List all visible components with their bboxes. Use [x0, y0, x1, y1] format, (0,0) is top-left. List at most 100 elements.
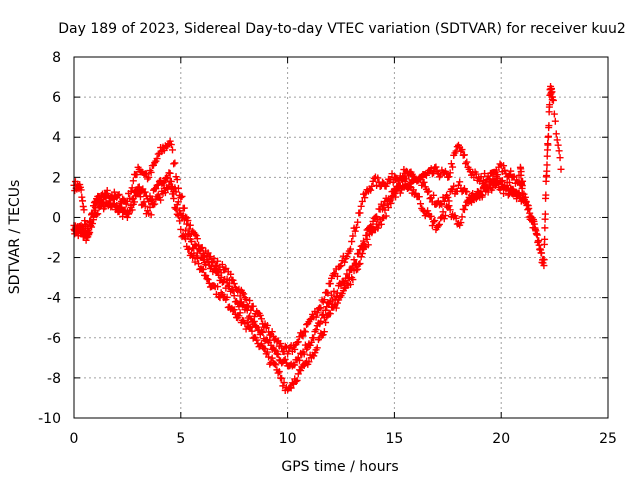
data-point: [444, 193, 452, 201]
data-point-interp: [333, 299, 341, 307]
data-point-interp: [94, 210, 102, 218]
data-point-interp: [546, 101, 554, 109]
data-point-interp: [460, 151, 468, 159]
data-point-interp: [141, 188, 149, 196]
y-tick-label: -6: [47, 331, 61, 347]
data-point-interp: [392, 193, 400, 201]
data-point-interp: [146, 203, 154, 211]
data-point-interp: [86, 229, 94, 237]
data-point-interp: [364, 241, 372, 249]
data-point-interp: [543, 167, 551, 175]
chart-title: Day 189 of 2023, Sidereal Day-to-day VTE…: [58, 21, 626, 37]
data-point-interp: [218, 261, 226, 269]
data-point-interp: [147, 211, 155, 219]
data-point-interp: [204, 249, 212, 257]
data-point-interp: [415, 193, 423, 201]
data-point-interp: [463, 188, 471, 196]
data-point-interp: [89, 202, 97, 210]
data-point-interp: [78, 193, 86, 201]
data-point-interp: [136, 193, 144, 201]
data-point-interp: [295, 356, 303, 364]
data-point: [230, 306, 238, 314]
x-tick-label: 15: [385, 431, 403, 447]
data-point-interp: [110, 188, 118, 196]
data-point-interp: [450, 182, 458, 190]
data-point-interp: [93, 211, 101, 219]
data-point-interp: [425, 187, 433, 195]
data-point-interp: [168, 146, 176, 154]
data-point-interp: [160, 178, 168, 186]
data-point: [497, 177, 505, 185]
data-point-interp: [268, 354, 276, 362]
data-point-interp: [229, 276, 237, 284]
data-point: [557, 165, 565, 173]
y-tick-label: 8: [52, 50, 61, 66]
data-point-interp: [402, 167, 410, 175]
data-point-interp: [504, 191, 512, 199]
data-point-interp: [477, 173, 485, 181]
data-point-interp: [239, 301, 247, 309]
data-point-interp: [131, 198, 139, 206]
data-point-interp: [457, 147, 465, 155]
data-point-interp: [310, 352, 318, 360]
data-point-interp: [462, 160, 470, 168]
data-point-interp: [120, 206, 128, 214]
data-point-interp: [312, 326, 320, 334]
data-point-interp: [452, 214, 460, 222]
data-point: [187, 238, 195, 246]
data-point-interp: [456, 178, 464, 186]
data-point-interp: [196, 247, 204, 255]
data-point-interp: [379, 178, 387, 186]
data-point-interp: [253, 336, 261, 344]
data-point-interp: [349, 232, 357, 240]
data-point-interp: [89, 220, 97, 228]
data-point-interp: [481, 170, 489, 178]
data-point-interp: [341, 258, 349, 266]
data-point-interp: [168, 190, 176, 198]
data-point-interp: [281, 355, 289, 363]
data-point-interp: [77, 186, 85, 194]
data-point-interp: [147, 168, 155, 176]
data-point-interp: [312, 313, 320, 321]
data-point-interp: [182, 235, 190, 243]
data-point-interp: [402, 175, 410, 183]
data-point-interp: [406, 183, 414, 191]
data-point-interp: [374, 224, 382, 232]
data-point-interp: [128, 184, 136, 192]
data-point-interp: [293, 339, 301, 347]
data-point-interp: [249, 302, 257, 310]
data-point-interp: [409, 186, 417, 194]
data-point-interp: [214, 283, 222, 291]
data-point-interp: [458, 213, 466, 221]
data-point-interp: [430, 218, 438, 226]
data-point-interp: [383, 180, 391, 188]
data-point-interp: [362, 231, 370, 239]
data-point-interp: [420, 178, 428, 186]
data-point-interp: [504, 172, 512, 180]
data-point-interp: [203, 275, 211, 283]
data-point-interp: [496, 160, 504, 168]
data-point-interp: [507, 167, 515, 175]
data-point-interp: [494, 171, 502, 179]
data-point-interp: [266, 336, 274, 344]
data-point-interp: [435, 220, 443, 228]
data-point-interp: [263, 321, 271, 329]
data-point-interp: [193, 255, 201, 263]
data-point-interp: [356, 260, 364, 268]
data-point-interp: [541, 210, 549, 218]
data-point: [252, 322, 260, 330]
data-point-interp: [140, 198, 148, 206]
data-point-interp: [488, 178, 496, 186]
data-point-interp: [274, 350, 282, 358]
data-point-interp: [170, 160, 178, 168]
data-point: [548, 93, 556, 101]
data-point-interp: [501, 166, 509, 174]
data-point-interp: [457, 219, 465, 227]
data-point-interp: [320, 328, 328, 336]
data-point-interp: [360, 237, 368, 245]
y-tick-label: 6: [52, 90, 61, 106]
data-point-interp: [498, 177, 506, 185]
y-axis-label: SDTVAR / TECUs: [7, 180, 23, 295]
data-point-interp: [354, 218, 362, 226]
